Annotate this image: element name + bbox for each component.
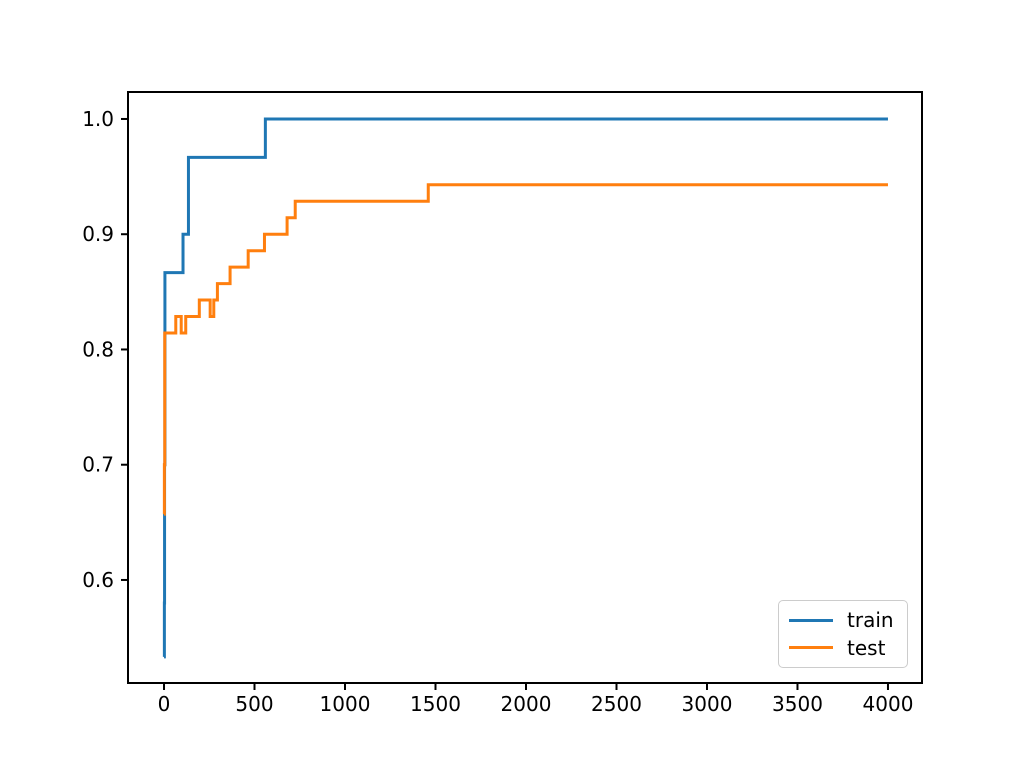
x-tick-label: 1500 (410, 692, 461, 716)
test-line-swatch (789, 646, 833, 650)
x-tick-label: 1000 (320, 692, 371, 716)
test-line (162, 183, 888, 516)
legend: train test (778, 600, 908, 668)
axes-spines (127, 91, 923, 684)
train-line-swatch (789, 618, 833, 622)
train-line (162, 117, 888, 659)
x-tick-label: 3000 (682, 692, 733, 716)
legend-item-train: train (789, 610, 897, 630)
x-tick-label: 3500 (772, 692, 823, 716)
x-tick-label: 2000 (501, 692, 552, 716)
y-tick-label: 0.6 (82, 568, 114, 592)
x-tick-label: 500 (235, 692, 273, 716)
x-tick-label: 4000 (863, 692, 914, 716)
legend-item-test: test (789, 638, 897, 658)
y-tick-label: 1.0 (82, 107, 114, 131)
x-axis: 0 500 1000 1500 2000 2500 3000 3500 4000 (158, 683, 914, 716)
y-tick-label: 0.9 (82, 222, 114, 246)
y-tick-label: 0.7 (82, 453, 114, 477)
y-axis: 0.6 0.7 0.8 0.9 1.0 (82, 107, 128, 592)
legend-label-train: train (847, 608, 894, 633)
x-tick-label: 2500 (591, 692, 642, 716)
legend-label-test: test (847, 635, 886, 660)
x-tick-label: 0 (158, 692, 171, 716)
y-tick-label: 0.8 (82, 337, 114, 361)
plot-series (162, 117, 888, 659)
